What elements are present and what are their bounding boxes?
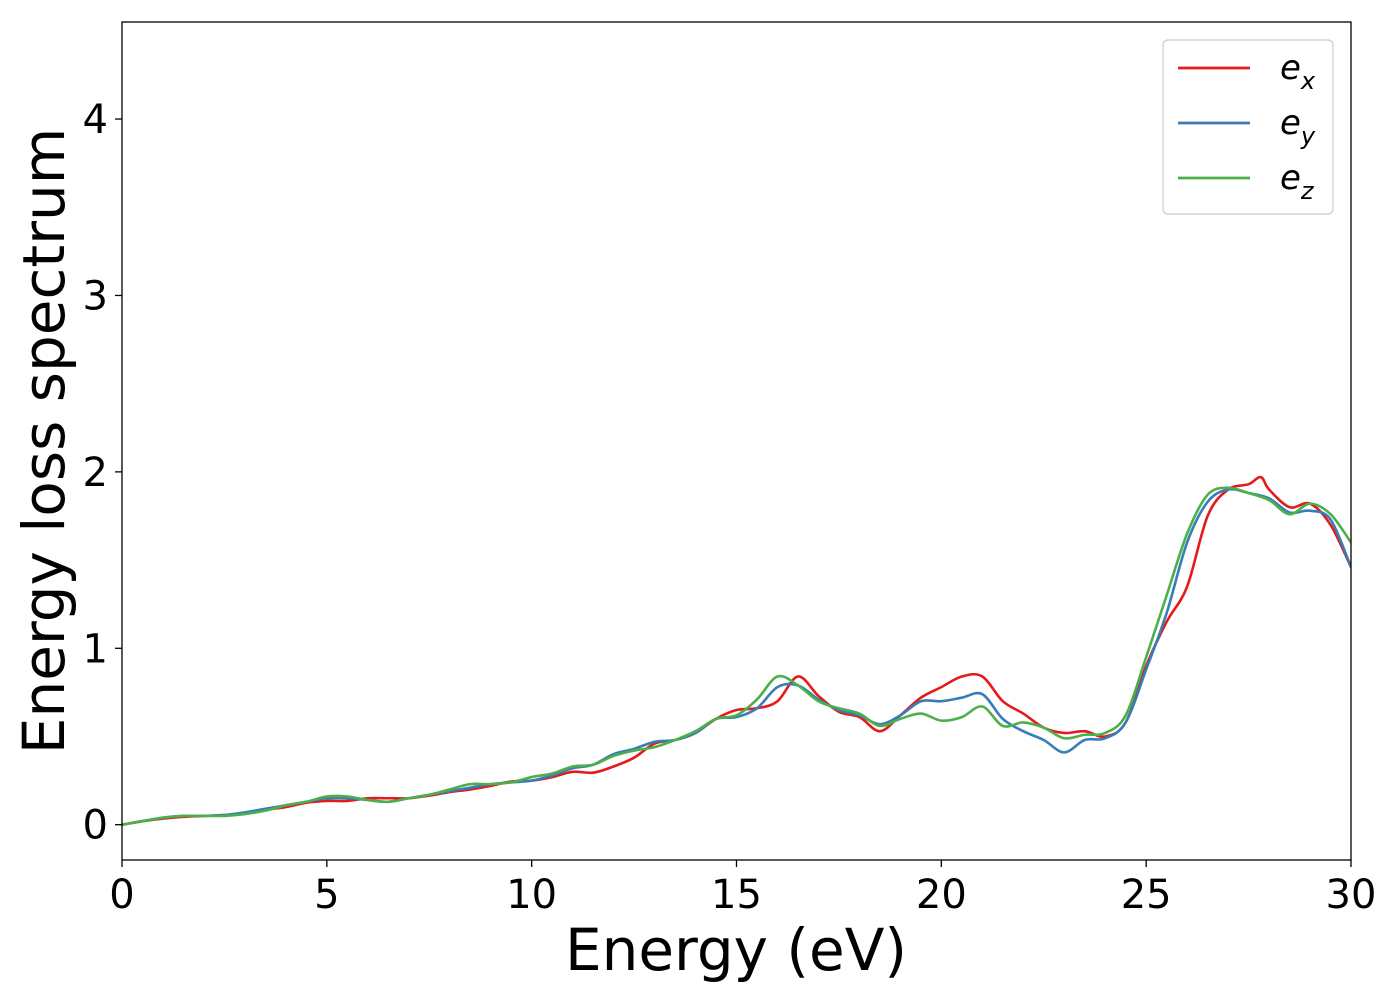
legend-label-e-y: ey (1280, 103, 1316, 150)
legend-label-base: e (1280, 158, 1301, 198)
legend-label-subscript: x (1300, 67, 1316, 95)
y-axis: 0 1 2 3 4 (83, 97, 122, 849)
legend-label-subscript: z (1300, 177, 1315, 205)
x-axis-title: Energy (eV) (565, 916, 907, 984)
y-axis-title: Energy loss spectrum (10, 128, 78, 754)
legend-label-base: e (1280, 48, 1301, 88)
x-tick-label: 5 (314, 872, 339, 918)
legend-label-base: e (1280, 103, 1301, 143)
x-tick-label: 30 (1326, 872, 1377, 918)
y-tick-label: 3 (83, 273, 108, 319)
y-tick-label: 4 (83, 97, 108, 143)
series-line-e-z (122, 486, 1351, 827)
legend-label-e-x: ex (1280, 48, 1316, 95)
x-tick-label: 20 (916, 872, 967, 918)
legend-label-e-z: ez (1280, 158, 1315, 205)
x-axis: 0 5 10 15 20 25 30 (109, 860, 1376, 918)
y-tick-label: 1 (83, 626, 108, 672)
x-tick-label: 15 (711, 872, 762, 918)
y-tick-label: 2 (83, 450, 108, 496)
legend-box (1162, 39, 1334, 215)
x-tick-label: 0 (109, 872, 134, 918)
x-tick-label: 25 (1121, 872, 1172, 918)
y-tick-label: 0 (83, 803, 108, 849)
series-line-e-y (122, 487, 1351, 827)
series-layer (122, 475, 1351, 827)
x-tick-label: 10 (506, 872, 557, 918)
legend-label-subscript: y (1300, 122, 1316, 150)
